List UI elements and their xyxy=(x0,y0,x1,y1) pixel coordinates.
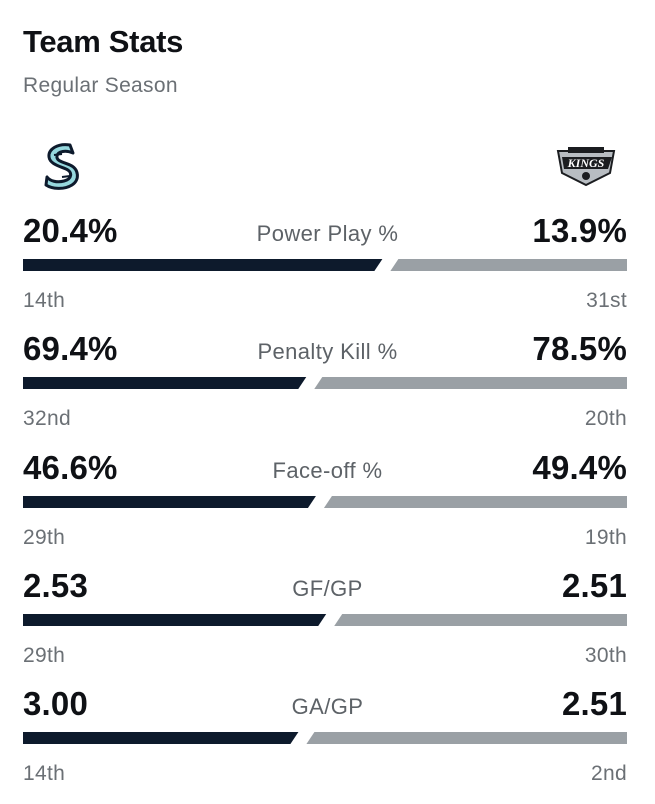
left-team-rank: 14th xyxy=(23,762,66,785)
stat-row: 46.6% Face-off % 49.4% 29th 19th xyxy=(0,450,655,568)
kings-logo-text: KINGS xyxy=(567,156,605,170)
page-title: Team Stats xyxy=(23,24,184,59)
stat-row: 3.00 GA/GP 2.51 14th 2nd xyxy=(0,686,655,804)
right-team-rank: 31st xyxy=(586,289,627,312)
right-team-bar xyxy=(334,614,627,626)
right-team-value: 13.9% xyxy=(532,212,627,249)
left-team-value: 69.4% xyxy=(23,330,118,367)
left-team-value: 46.6% xyxy=(23,449,118,486)
stat-row: 20.4% Power Play % 13.9% 14th 31st xyxy=(0,213,655,331)
left-team-bar xyxy=(23,496,316,508)
kraken-logo-icon xyxy=(44,143,79,190)
right-team-bar xyxy=(306,732,627,744)
right-team-bar xyxy=(323,496,627,508)
season-subtitle: Regular Season xyxy=(23,74,178,97)
left-team-bar xyxy=(23,377,307,389)
right-team-rank: 2nd xyxy=(591,762,627,785)
right-team-bar xyxy=(390,259,627,271)
comparison-bar xyxy=(23,259,627,271)
right-team-value: 2.51 xyxy=(561,567,627,604)
right-team-bar xyxy=(314,377,627,389)
comparison-bar xyxy=(23,377,627,389)
left-team-bar xyxy=(23,732,299,744)
left-team-value: 2.53 xyxy=(23,567,89,604)
stat-label: Face-off % xyxy=(272,458,383,483)
stat-row: 2.53 GF/GP 2.51 29th 30th xyxy=(0,568,655,686)
right-team-value: 78.5% xyxy=(532,330,627,367)
right-team-rank: 19th xyxy=(584,526,627,549)
right-team-rank: 30th xyxy=(584,644,627,667)
left-team-value: 20.4% xyxy=(23,212,118,249)
left-team-rank: 29th xyxy=(23,644,66,667)
stat-label: Penalty Kill % xyxy=(257,339,398,364)
comparison-bar xyxy=(23,496,627,508)
kings-logo-icon: KINGS xyxy=(556,147,616,187)
left-team-value: 3.00 xyxy=(23,685,89,722)
left-team-rank: 32nd xyxy=(23,407,71,430)
stat-row: 69.4% Penalty Kill % 78.5% 32nd 20th xyxy=(0,331,655,449)
stat-label: GF/GP xyxy=(292,576,363,601)
right-team-rank: 20th xyxy=(584,407,627,430)
left-team-rank: 14th xyxy=(23,289,66,312)
left-team-rank: 29th xyxy=(23,526,66,549)
right-team-value: 49.4% xyxy=(532,449,627,486)
right-team-value: 2.51 xyxy=(561,685,627,722)
comparison-bar xyxy=(23,732,627,744)
left-team-bar xyxy=(23,259,383,271)
stat-label: GA/GP xyxy=(291,694,364,719)
comparison-bar xyxy=(23,614,627,626)
left-team-bar xyxy=(23,614,327,626)
stat-label: Power Play % xyxy=(256,221,399,246)
